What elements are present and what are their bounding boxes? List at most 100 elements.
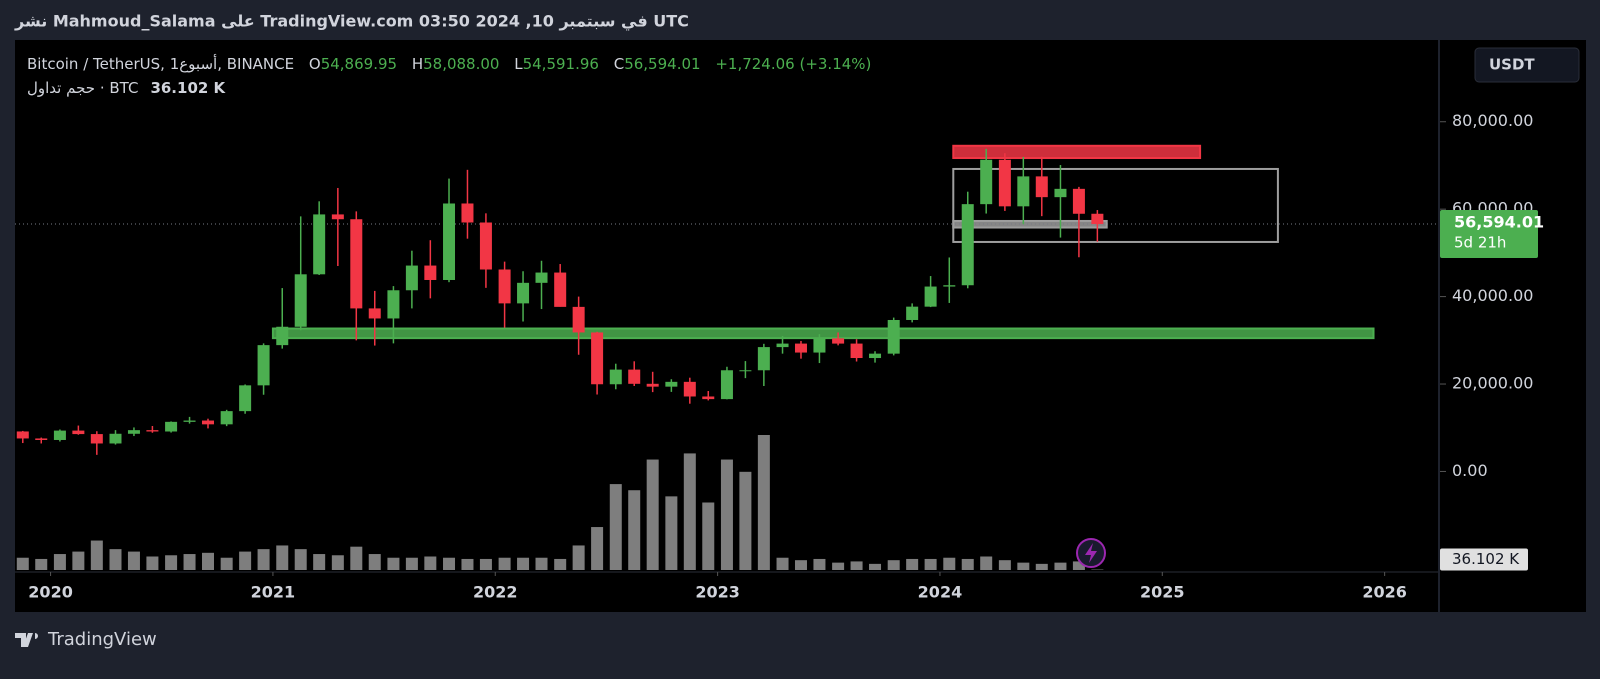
volume-bar xyxy=(1072,561,1085,570)
candle-body xyxy=(498,269,511,304)
y-tick-label: 80,000.00 xyxy=(1452,111,1533,130)
price-label: 56,594.01 xyxy=(1454,213,1544,232)
high: 58,088.00 xyxy=(423,55,499,73)
volume-bar xyxy=(517,557,530,570)
candle-body xyxy=(183,420,196,422)
candle-body xyxy=(720,370,733,400)
h-key: H xyxy=(412,55,423,73)
candle-body xyxy=(35,438,48,440)
volume-bar xyxy=(53,554,66,570)
candle-body xyxy=(572,306,585,333)
volume-bar xyxy=(683,453,696,570)
volume-bar xyxy=(368,554,381,570)
volume-bar xyxy=(294,549,307,570)
volume-bar xyxy=(127,551,140,570)
volume-bar xyxy=(498,557,511,570)
candle-body xyxy=(869,353,882,359)
volume-bar xyxy=(794,560,807,570)
volume-bar xyxy=(943,557,956,570)
candle-body xyxy=(368,308,381,319)
volume-bar xyxy=(443,557,456,570)
zone xyxy=(952,219,1108,229)
candle-body xyxy=(165,421,178,432)
candle-body xyxy=(72,430,85,435)
volume-bar xyxy=(980,556,993,570)
x-tick-label: 2021 xyxy=(251,583,296,602)
volume-bar xyxy=(461,558,474,570)
candle-body xyxy=(609,369,622,385)
candle-body xyxy=(16,431,29,439)
y-tick-label: 0.00 xyxy=(1452,461,1488,480)
volume-bar xyxy=(591,527,604,570)
candle-body xyxy=(479,222,492,270)
volume-bar xyxy=(1035,563,1048,570)
candle-body xyxy=(53,430,66,440)
volume-bar xyxy=(998,560,1011,570)
volume-bar xyxy=(554,558,567,570)
volume-bar xyxy=(961,558,974,570)
candle-body xyxy=(461,203,474,223)
candle-body xyxy=(683,381,696,397)
low: 54,591.96 xyxy=(523,55,599,73)
zone xyxy=(952,144,1202,160)
zone xyxy=(271,327,1375,340)
x-tick-label: 2025 xyxy=(1140,583,1185,602)
volume-label-box xyxy=(1440,548,1528,571)
candle-body xyxy=(906,306,919,320)
volume-bar xyxy=(350,546,363,570)
volume-bar xyxy=(201,552,214,570)
volume-bar xyxy=(257,549,270,570)
candle-body xyxy=(739,370,752,372)
candle-body xyxy=(331,214,344,220)
candle-body xyxy=(146,430,159,432)
volume-bar xyxy=(609,484,622,570)
volume-bar xyxy=(850,561,863,570)
candle-body xyxy=(109,433,122,444)
candle-body xyxy=(1072,188,1085,214)
volume-bar xyxy=(387,557,400,570)
candle-body xyxy=(201,420,214,425)
volume-bar xyxy=(220,557,233,570)
volume-bar xyxy=(832,562,845,570)
candle-body xyxy=(220,411,233,425)
volume-bar xyxy=(313,554,326,570)
volume-bar xyxy=(665,496,678,570)
candle-body xyxy=(665,381,678,387)
candle-body xyxy=(257,345,270,386)
x-tick-label: 2022 xyxy=(473,583,518,602)
volume-bar xyxy=(813,558,826,570)
candle-body xyxy=(313,214,326,275)
volume-bar xyxy=(16,557,29,570)
candle-body xyxy=(350,219,363,309)
published-line: نشر Mahmoud_Salama على TradingView.com ف… xyxy=(14,12,689,32)
volume-bar xyxy=(535,557,548,570)
volume-bar xyxy=(405,557,418,570)
o-key: O xyxy=(309,55,321,73)
volume-bar xyxy=(90,540,103,570)
candle-body xyxy=(961,204,974,286)
volume-bar xyxy=(776,557,789,570)
currency-label[interactable]: USDT xyxy=(1489,56,1535,74)
candle-body xyxy=(924,286,937,307)
countdown: 5d 21h xyxy=(1454,234,1506,252)
volume-bar xyxy=(72,551,85,570)
volume-bar xyxy=(35,558,48,570)
volume-bar xyxy=(1054,562,1067,570)
volume-bar xyxy=(331,555,344,570)
price-scale xyxy=(1440,40,1586,612)
volume-bar xyxy=(646,459,659,570)
close: 56,594.01 xyxy=(624,55,700,73)
price-label-box xyxy=(1440,210,1538,259)
lightning-glyph xyxy=(1085,543,1097,563)
candle-body xyxy=(702,396,715,400)
change: +1,724.06 (+3.14%) xyxy=(715,55,871,73)
candle-body xyxy=(1091,213,1104,225)
x-tick-label: 2026 xyxy=(1362,583,1407,602)
currency-button[interactable] xyxy=(1474,47,1580,83)
candle-body xyxy=(628,369,641,384)
volume-bar xyxy=(183,554,196,570)
volume-bar xyxy=(757,435,770,570)
candle-body xyxy=(646,383,659,387)
candle-body xyxy=(517,282,530,304)
